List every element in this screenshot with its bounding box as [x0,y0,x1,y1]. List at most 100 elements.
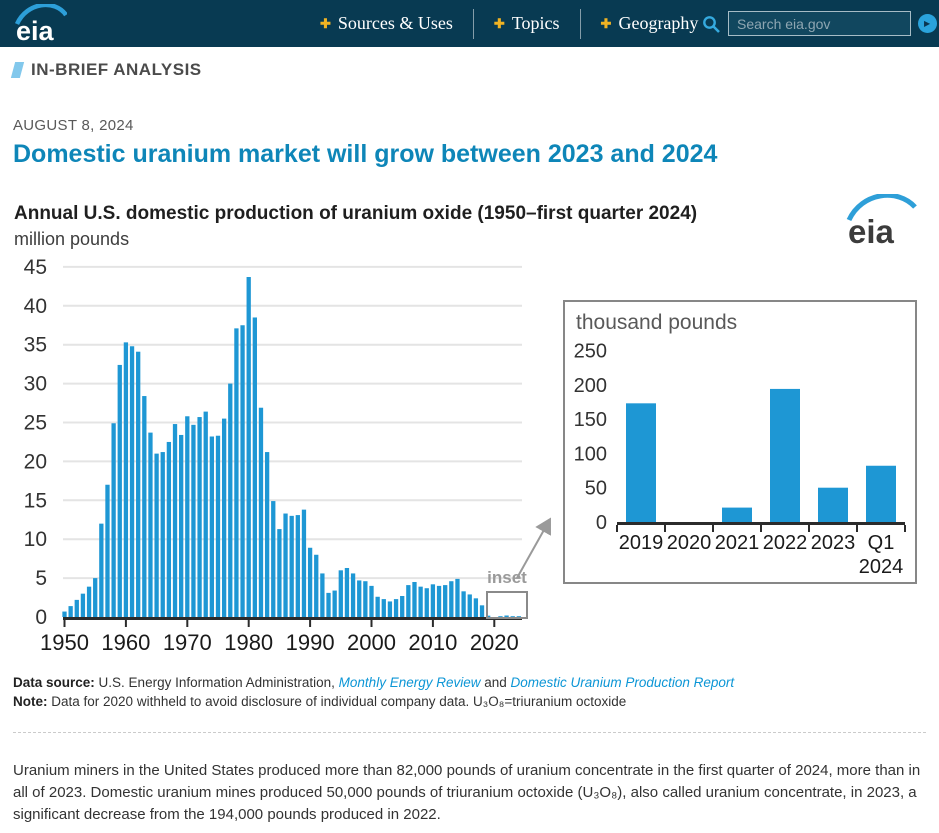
bar-1978 [234,328,239,617]
bar-1989 [301,509,307,617]
bar-1981 [252,317,257,617]
bar-1999 [363,581,368,617]
bar-1969 [179,434,184,617]
nav-label: Topics [511,13,560,33]
bar-2006 [406,585,411,617]
x-axis-label: Q1 [868,532,895,554]
source-link-dupr[interactable]: Domestic Uranium Production Report [510,675,735,690]
main-nav: ✚ Sources & Uses ✚ Topics ✚ Geography [300,0,718,47]
y-axis-label: 20 [24,450,47,473]
bar-1960 [123,342,129,617]
bar-1991 [314,554,319,617]
nav-separator [472,8,474,39]
bar-1998 [357,580,362,617]
plus-icon: ✚ [493,15,505,31]
plus-icon: ✚ [600,15,612,31]
bar-1976 [221,418,227,617]
bar-2023 [510,616,515,617]
bar-1986 [283,513,288,617]
bar-2012 [443,585,448,617]
bar-1979 [240,325,245,617]
bar-1972 [197,417,202,617]
x-axis-label: 2023 [811,532,856,554]
search-area [701,0,938,47]
plus-icon: ✚ [320,15,331,31]
body-paragraph: Uranium miners in the United States prod… [13,762,921,823]
x-axis-label: 2000 [347,630,396,655]
inset-chart-plot: 0 50 100 150 200 250 2019 2020 2021 2022 2023 Q1202… [574,341,906,578]
y-axis-label: 50 [585,478,607,500]
eia-logo[interactable]: eia [13,4,67,44]
y-axis-label: 0 [596,512,607,534]
bar-1977 [228,383,233,617]
data-source-line: Data source: U.S. Energy Information Adm… [13,674,926,693]
bar-2005 [400,595,405,617]
bar-1954 [86,586,92,617]
bar-1951 [68,606,73,617]
bar-2000 [369,585,374,617]
y-axis-label: 45 [24,256,47,279]
bar-1994 [332,590,337,617]
bar-2021 [722,507,752,522]
bar-2022 [504,615,509,617]
bar-2019 [626,403,656,522]
y-axis-label: 5 [35,567,47,590]
inset-chart-panel: thousand pounds 0 50 100 150 200 250 2019 2020 2… [563,300,917,584]
bar-1990 [307,547,313,617]
x-axis-label: 2021 [715,532,760,554]
chart-unit-label: million pounds [14,229,130,249]
bar-2001 [375,596,380,617]
bar-2021 [498,616,503,617]
y-axis-label: 15 [24,489,47,512]
bar-2015 [461,591,466,617]
search-input[interactable] [728,11,911,36]
bar-1974 [209,436,215,617]
x-axis-label: 2022 [763,532,808,554]
bar-1987 [289,515,294,617]
bar-1973 [203,411,208,617]
bar-2002 [381,599,386,617]
bar-2009 [424,588,429,617]
bar-1983 [264,452,270,617]
y-axis-label: 150 [574,409,607,431]
y-axis-label: 25 [24,412,47,435]
source-note-block: Data source: U.S. Energy Information Adm… [13,674,926,711]
bar-2016 [467,594,472,617]
bar-1996 [344,567,350,617]
source-link-mer[interactable]: Monthly Energy Review [338,675,481,690]
x-axis-label: 2010 [408,630,457,655]
bar-1957 [105,484,110,617]
bar-1985 [277,529,282,617]
bar-1995 [338,570,343,617]
x-axis-label: 1970 [163,630,212,655]
bar-1982 [258,407,264,617]
bar-1965 [154,453,159,617]
eia-logo-text: eia [16,16,55,44]
y-axis-label: 35 [24,334,47,357]
bar-1963 [142,396,147,617]
nav-item-topics[interactable]: ✚ Topics [474,13,580,34]
x-axis-label: 2020 [470,630,519,655]
search-go-button[interactable] [918,14,937,33]
nav-label: Geography [618,13,699,33]
bar-2004 [393,599,399,617]
y-axis-label: 200 [574,375,607,397]
bar-1958 [111,423,116,617]
data-source-text: U.S. Energy Information Administration, [98,675,335,690]
bar-2007 [412,581,417,617]
eia-chart-logo-text: eia [848,213,895,248]
bar-2014 [455,578,460,617]
bar-1964 [148,432,153,617]
bar-1961 [129,346,135,617]
source-conjunction: and [484,675,507,690]
bar-1968 [172,424,178,617]
nav-item-geography[interactable]: ✚ Geography [581,13,719,34]
bar-1970 [185,416,190,617]
search-icon [703,15,720,33]
eia-chart-logo: eia [846,194,917,248]
nav-item-sources-uses[interactable]: ✚ Sources & Uses [300,13,473,34]
bar-1980 [246,277,251,617]
main-chart: 0 5 10 15 20 25 30 35 40 45 1950 1960 1970 1980 1990 20… [24,256,551,655]
bar-2023 [818,487,848,522]
